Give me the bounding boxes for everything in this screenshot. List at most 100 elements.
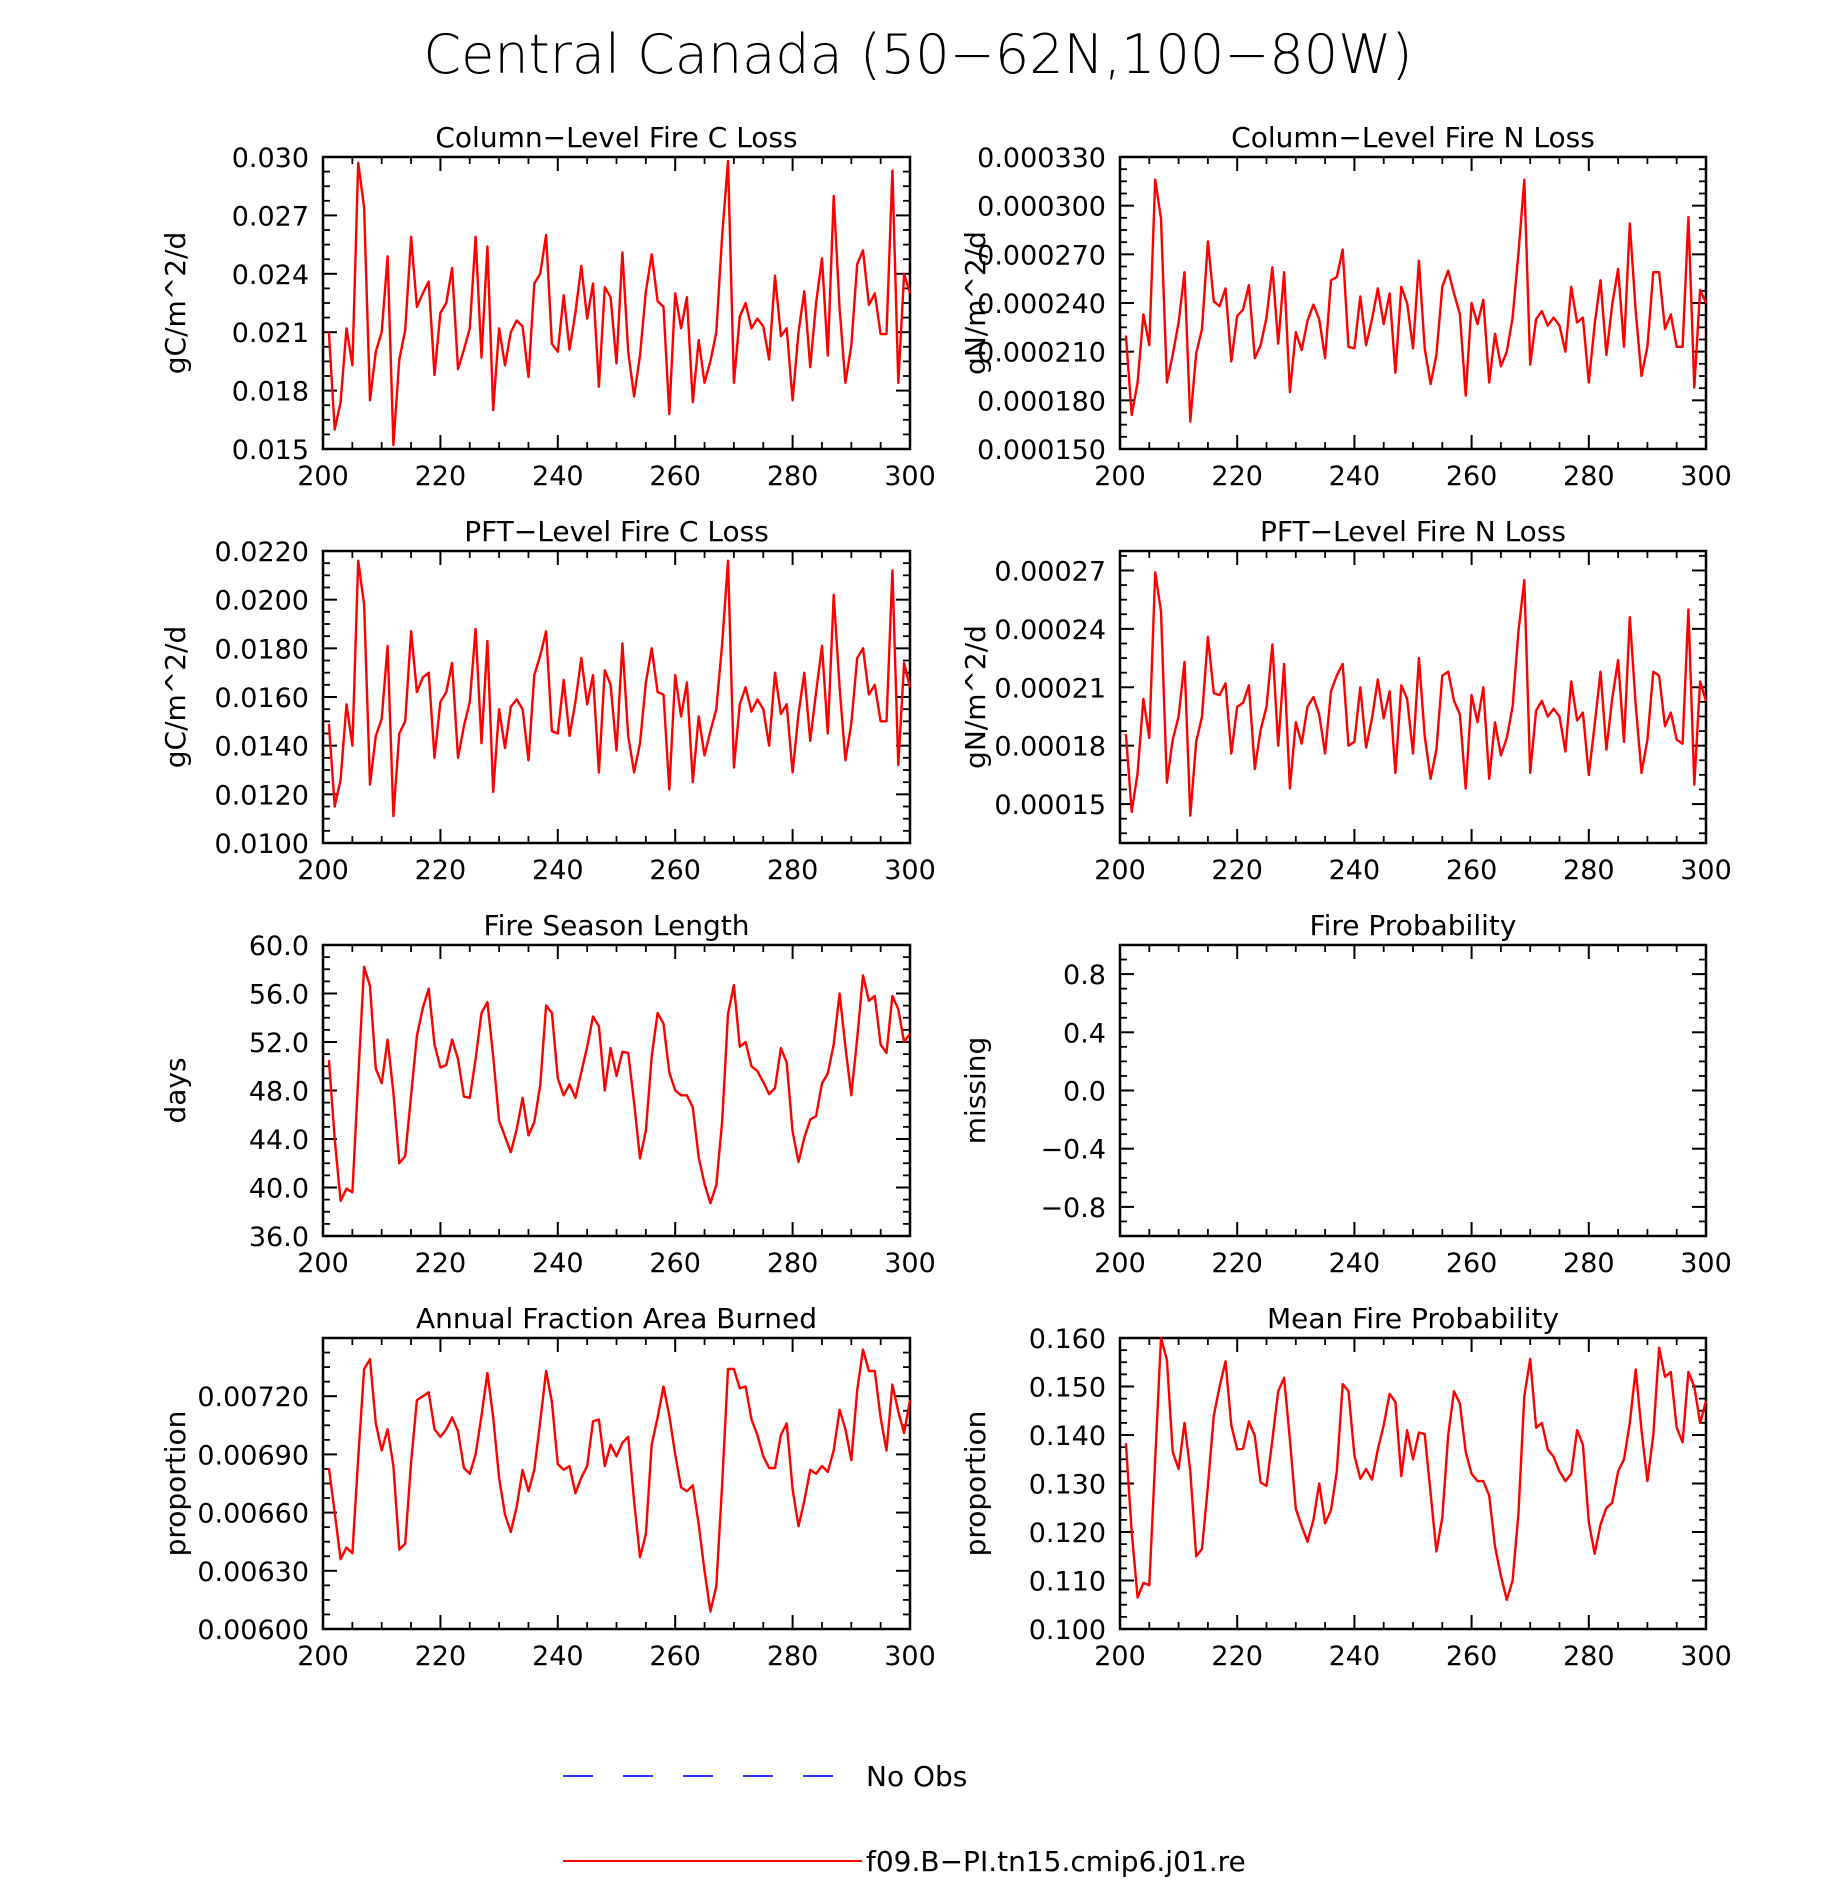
x-tick-label: 300 (884, 1248, 936, 1279)
x-tick-label: 200 (1094, 461, 1146, 492)
legend-label: No Obs (866, 1760, 967, 1793)
x-tick-label: 220 (1211, 1641, 1263, 1672)
x-tick-label: 240 (1329, 855, 1381, 886)
series-line (1124, 1336, 1708, 1602)
legend: No Obs f09.B−PI.tn15.cmip6.j01.re (563, 1760, 1246, 1878)
plot-frame (321, 549, 912, 845)
x-tick-label: 220 (1211, 461, 1263, 492)
plot-frame (1118, 943, 1708, 1238)
y-tick-label: 56.0 (249, 980, 309, 1011)
y-tick-label: 60.0 (249, 931, 309, 962)
series-line (327, 559, 912, 818)
x-tick-label: 280 (1563, 855, 1615, 886)
x-tick-label: 260 (1446, 461, 1498, 492)
x-tick-label: 260 (1446, 1641, 1498, 1672)
x-tick-label: 240 (1329, 461, 1381, 492)
y-axis-label: gN/m^2/d (959, 625, 992, 769)
x-tick-label: 260 (1446, 855, 1498, 886)
y-tick-label: 0.120 (1029, 1518, 1106, 1549)
y-tick-label: 0.0100 (215, 829, 309, 860)
x-tick-label: 240 (532, 855, 584, 886)
panel-title: Mean Fire Probability (1267, 1302, 1559, 1335)
x-tick-label: 300 (884, 461, 936, 492)
y-tick-label: 0.0160 (215, 683, 309, 714)
y-tick-label: 0.00600 (197, 1615, 309, 1646)
y-tick-label: 0.000330 (977, 143, 1106, 174)
panel-title: PFT−Level Fire N Loss (1260, 515, 1566, 548)
y-tick-label: 0.00018 (994, 732, 1106, 763)
x-tick-label: 280 (767, 1248, 819, 1279)
x-tick-label: 240 (532, 1641, 584, 1672)
figure-title: Central Canada (50−62N,100−80W) (423, 23, 1412, 86)
y-tick-label: 0.8 (1063, 960, 1106, 991)
panel-6: 200 220 240 260 280 300 0.00600 0.00630 0.00660 0… (159, 1302, 936, 1672)
y-tick-label: 0.027 (232, 201, 309, 232)
y-tick-label: −0.4 (1040, 1135, 1106, 1166)
x-tick-label: 300 (884, 1641, 936, 1672)
y-tick-label: 0.000270 (977, 240, 1106, 271)
y-axis-label: proportion (159, 1411, 192, 1557)
panel-title: Annual Fraction Area Burned (416, 1302, 817, 1335)
y-tick-label: 0.100 (1029, 1615, 1106, 1646)
x-tick-label: 220 (415, 461, 467, 492)
y-tick-label: 0.000180 (977, 386, 1106, 417)
x-tick-label: 200 (297, 855, 349, 886)
panel-5: 200 220 240 260 280 300 −0.8 −0.4 0.0 0.4 0.8 Fire … (959, 909, 1732, 1279)
y-tick-label: 40.0 (249, 1174, 309, 1205)
y-tick-label: 0.015 (232, 435, 309, 466)
x-tick-label: 240 (532, 1248, 584, 1279)
y-tick-label: 0.00720 (197, 1382, 309, 1413)
panel-1: 200 220 240 260 280 300 0.000150 0.000180 0.0002… (959, 121, 1732, 492)
panel-title: Fire Season Length (484, 909, 750, 942)
series-line (1124, 571, 1708, 817)
legend-label: f09.B−PI.tn15.cmip6.j01.re (866, 1845, 1246, 1878)
x-tick-label: 200 (1094, 1641, 1146, 1672)
plot-frame (1118, 155, 1708, 451)
y-tick-label: 0.110 (1029, 1567, 1106, 1598)
plot-frame (1118, 549, 1708, 845)
x-tick-label: 300 (884, 855, 936, 886)
y-tick-label: 0.024 (232, 260, 309, 291)
y-tick-label: 0.130 (1029, 1470, 1106, 1501)
y-tick-label: 0.0220 (215, 537, 309, 568)
x-tick-label: 260 (1446, 1248, 1498, 1279)
y-tick-label: 0.0200 (215, 586, 309, 617)
y-tick-label: 36.0 (249, 1222, 309, 1253)
panel-title: PFT−Level Fire C Loss (464, 515, 769, 548)
x-tick-label: 280 (1563, 1641, 1615, 1672)
x-tick-label: 220 (1211, 855, 1263, 886)
x-tick-label: 240 (1329, 1248, 1381, 1279)
y-tick-label: 0.018 (232, 377, 309, 408)
y-tick-label: 0.0 (1063, 1077, 1106, 1108)
series-line (1124, 178, 1708, 423)
x-tick-label: 260 (649, 1641, 701, 1672)
panel-title: Column−Level Fire N Loss (1231, 121, 1595, 154)
y-tick-label: 0.00690 (197, 1440, 309, 1471)
y-tick-label: 0.00630 (197, 1557, 309, 1588)
plot-frame (321, 155, 912, 451)
x-tick-label: 200 (297, 1248, 349, 1279)
y-tick-label: 0.150 (1029, 1373, 1106, 1404)
x-tick-label: 260 (649, 1248, 701, 1279)
x-tick-label: 200 (297, 461, 349, 492)
y-tick-label: 0.021 (232, 318, 309, 349)
series-line (327, 965, 911, 1205)
legend-entry: No Obs (563, 1760, 967, 1793)
plot-frame (321, 1336, 912, 1631)
y-tick-label: 0.4 (1063, 1018, 1106, 1049)
x-tick-label: 280 (1563, 461, 1615, 492)
y-axis-label: gC/m^2/d (159, 232, 192, 375)
y-tick-label: 52.0 (249, 1028, 309, 1059)
y-tick-label: 44.0 (249, 1125, 309, 1156)
y-axis-label: days (159, 1057, 192, 1123)
panel-title: Column−Level Fire C Loss (435, 121, 797, 154)
x-tick-label: 220 (415, 1641, 467, 1672)
x-tick-label: 200 (1094, 855, 1146, 886)
x-tick-label: 300 (1680, 461, 1732, 492)
x-tick-label: 220 (415, 1248, 467, 1279)
y-tick-label: 0.000240 (977, 289, 1106, 320)
x-tick-label: 200 (1094, 1248, 1146, 1279)
panel-3: 200 220 240 260 280 300 0.00015 0.00018 0.00021 0… (959, 515, 1732, 886)
y-tick-label: 0.000210 (977, 338, 1106, 369)
